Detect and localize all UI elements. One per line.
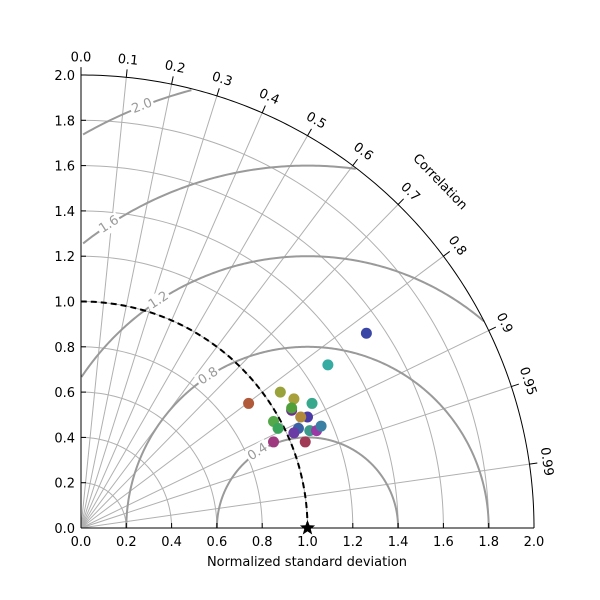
y-tick-label: 0.8	[54, 341, 75, 356]
x-tick-label: 1.2	[342, 535, 363, 550]
correlation-ray	[80, 95, 218, 529]
rms-contour-arc	[82, 164, 356, 245]
data-point	[360, 327, 372, 339]
reference-layer	[80, 300, 316, 535]
correlation-tick	[529, 462, 538, 465]
outer-correlation-arc	[80, 74, 535, 529]
y-tick-label: 1.0	[54, 296, 75, 311]
rms-label-background	[243, 438, 273, 466]
data-point	[306, 397, 318, 409]
correlation-tick	[352, 158, 358, 166]
y-tick-label: 1.8	[54, 114, 75, 129]
x-tick-label: 0.0	[71, 535, 92, 550]
y-tick-label: 0.4	[54, 431, 75, 446]
std-grid-arc	[80, 391, 218, 529]
correlation-tick	[125, 69, 128, 78]
data-point	[268, 436, 280, 448]
correlation-tick-label: 0.9	[493, 311, 516, 336]
std-grid-arc	[80, 165, 444, 529]
data-point	[274, 386, 286, 398]
correlation-tick	[261, 105, 266, 114]
data-point	[288, 427, 300, 439]
correlation-tick-label: 0.95	[516, 365, 539, 397]
correlation-tick	[307, 128, 312, 136]
correlation-tick	[397, 198, 405, 205]
rms-contour-arc	[80, 255, 485, 378]
x-tick-label: 1.0	[297, 535, 318, 550]
correlation-tick-label: 0.1	[117, 52, 139, 69]
reference-star-marker	[299, 520, 316, 535]
y-tick-label: 1.4	[54, 205, 75, 220]
x-tick-label: 0.4	[161, 535, 182, 550]
data-point	[243, 397, 255, 409]
y-tick-label: 2.0	[54, 69, 75, 84]
data-point	[299, 436, 311, 448]
correlation-tick-label: 0.4	[257, 86, 282, 108]
rms-label-background	[94, 211, 124, 238]
x-tick-label: 1.4	[388, 535, 409, 550]
std-grid-arc	[80, 301, 308, 529]
rms-contour-layer: 0.40.81.21.62.0	[80, 89, 490, 529]
x-tick-label: 0.2	[116, 535, 137, 550]
correlation-tick-label: 0.99	[537, 446, 556, 477]
correlation-tick	[511, 383, 520, 388]
rms-contour-label: 1.6	[96, 213, 122, 237]
rms-label-background	[128, 94, 157, 119]
x-tick-label: 0.6	[207, 535, 228, 550]
correlation-tick-label: 0.6	[350, 140, 376, 164]
correlation-tick	[488, 326, 497, 331]
correlation-tick	[443, 251, 451, 257]
data-point	[286, 402, 298, 414]
data-point	[288, 393, 300, 405]
rms-label-background	[193, 363, 223, 390]
y-tick-label: 1.2	[54, 250, 75, 265]
y-tick-label: 1.6	[54, 160, 75, 175]
rms-contour-label: 2.0	[130, 95, 155, 117]
std-grid-arc	[80, 436, 173, 529]
correlation-axis-title: Correlation	[410, 151, 471, 213]
y-tick-label: 0.6	[54, 386, 75, 401]
correlation-ray	[80, 135, 308, 529]
y-tick-label: 0.2	[54, 477, 75, 492]
correlation-tick-label: 0.3	[210, 69, 234, 90]
correlation-tick-label: 0.2	[163, 58, 186, 77]
data-point	[295, 411, 307, 423]
data-point	[315, 420, 327, 432]
x-tick-label: 0.8	[252, 535, 273, 550]
rms-label-background	[144, 287, 174, 314]
rms-contour-label: 0.8	[196, 364, 222, 388]
data-point	[322, 359, 334, 371]
correlation-tick-label: 0.5	[303, 109, 328, 132]
correlation-tick-label: 0.0	[71, 51, 92, 66]
y-tick-label: 0.0	[54, 522, 75, 537]
x-tick-label: 1.8	[478, 535, 499, 550]
x-tick-label: 1.6	[433, 535, 454, 550]
correlation-tick	[216, 88, 220, 97]
x-axis-label: Normalized standard deviation	[207, 555, 407, 570]
correlation-tick	[171, 76, 174, 85]
std-grid-arc	[80, 210, 399, 529]
rms-contour-arc	[125, 345, 490, 529]
x-tick-label: 2.0	[524, 535, 545, 550]
std-grid-arc	[80, 346, 263, 529]
std-grid-arc	[80, 255, 354, 529]
data-point	[272, 422, 284, 434]
points-layer	[243, 327, 372, 448]
correlation-tick-label: 0.8	[445, 233, 469, 259]
std-grid-arc	[80, 119, 490, 529]
